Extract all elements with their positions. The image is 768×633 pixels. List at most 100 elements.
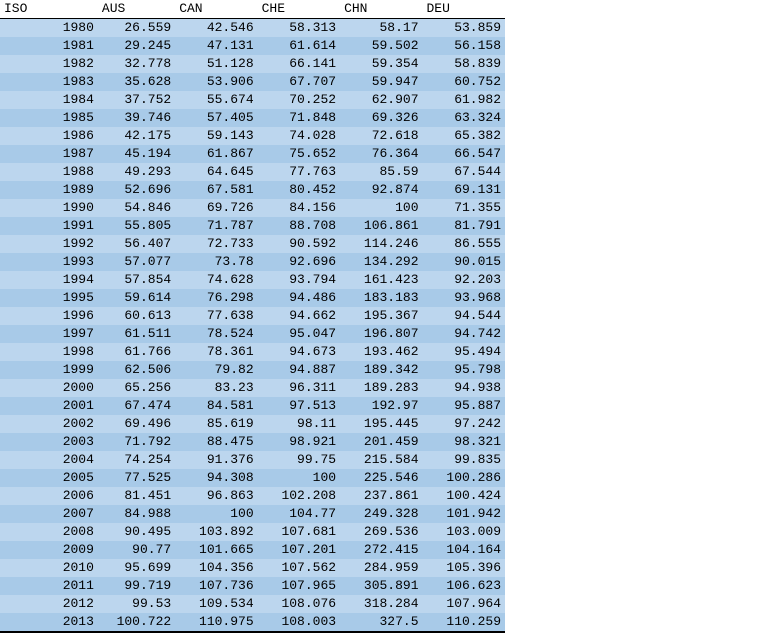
table-cell: 2007 <box>0 505 98 523</box>
table-cell: 80.452 <box>258 181 340 199</box>
table-cell: 88.475 <box>175 433 257 451</box>
table-cell: 2006 <box>0 487 98 505</box>
table-cell: 114.246 <box>340 235 422 253</box>
table-cell: 102.208 <box>258 487 340 505</box>
table-cell: 54.846 <box>98 199 175 217</box>
table-cell: 94.938 <box>423 379 506 397</box>
table-cell: 91.376 <box>175 451 257 469</box>
table-row: 200890.495103.892107.681269.536103.009 <box>0 523 505 541</box>
table-cell: 69.131 <box>423 181 506 199</box>
table-cell: 109.534 <box>175 595 257 613</box>
table-cell: 2008 <box>0 523 98 541</box>
table-row: 198539.74657.40571.84869.32663.324 <box>0 109 505 127</box>
table-cell: 94.308 <box>175 469 257 487</box>
table-row: 200269.49685.61998.11195.44597.242 <box>0 415 505 433</box>
table-cell: 65.256 <box>98 379 175 397</box>
table-row: 199357.07773.7892.696134.29290.015 <box>0 253 505 271</box>
table-cell: 95.887 <box>423 397 506 415</box>
table-cell: 189.342 <box>340 361 422 379</box>
table-cell: 72.618 <box>340 127 422 145</box>
table-cell: 90.77 <box>98 541 175 559</box>
table-cell: 69.326 <box>340 109 422 127</box>
table-cell: 60.613 <box>98 307 175 325</box>
table-cell: 57.405 <box>175 109 257 127</box>
table-row: 199054.84669.72684.15610071.355 <box>0 199 505 217</box>
table-cell: 95.699 <box>98 559 175 577</box>
table-cell: 269.536 <box>340 523 422 541</box>
table-cell: 55.805 <box>98 217 175 235</box>
table-cell: 195.367 <box>340 307 422 325</box>
table-cell: 65.382 <box>423 127 506 145</box>
table-cell: 95.047 <box>258 325 340 343</box>
table-cell: 72.733 <box>175 235 257 253</box>
table-cell: 67.707 <box>258 73 340 91</box>
table-cell: 59.143 <box>175 127 257 145</box>
table-cell: 67.474 <box>98 397 175 415</box>
table-cell: 66.547 <box>423 145 506 163</box>
table-row: 200577.52594.308100225.546100.286 <box>0 469 505 487</box>
table-cell: 2000 <box>0 379 98 397</box>
table-cell: 134.292 <box>340 253 422 271</box>
table-cell: 305.891 <box>340 577 422 595</box>
table-row: 2013100.722110.975108.003327.5110.259 <box>0 613 505 632</box>
table-cell: 37.752 <box>98 91 175 109</box>
table-cell: 107.681 <box>258 523 340 541</box>
table-cell: 86.555 <box>423 235 506 253</box>
table-cell: 1990 <box>0 199 98 217</box>
table-cell: 1999 <box>0 361 98 379</box>
col-header: CHN <box>340 0 422 19</box>
table-cell: 1986 <box>0 127 98 145</box>
table-row: 198642.17559.14374.02872.61865.382 <box>0 127 505 145</box>
table-row: 200784.988100104.77249.328101.942 <box>0 505 505 523</box>
table-cell: 100 <box>340 199 422 217</box>
table-cell: 97.242 <box>423 415 506 433</box>
table-cell: 1989 <box>0 181 98 199</box>
table-cell: 249.328 <box>340 505 422 523</box>
table-cell: 107.965 <box>258 577 340 595</box>
data-table: ISO AUS CAN CHE CHN DEU 198026.55942.546… <box>0 0 505 633</box>
table-cell: 57.854 <box>98 271 175 289</box>
table-cell: 2003 <box>0 433 98 451</box>
header-row: ISO AUS CAN CHE CHN DEU <box>0 0 505 19</box>
table-cell: 75.652 <box>258 145 340 163</box>
table-cell: 1992 <box>0 235 98 253</box>
table-cell: 201.459 <box>340 433 422 451</box>
table-cell: 2012 <box>0 595 98 613</box>
table-cell: 77.638 <box>175 307 257 325</box>
table-cell: 71.787 <box>175 217 257 235</box>
table-cell: 53.859 <box>423 19 506 38</box>
table-cell: 1996 <box>0 307 98 325</box>
table-row: 201095.699104.356107.562284.959105.396 <box>0 559 505 577</box>
table-cell: 26.559 <box>98 19 175 38</box>
table-row: 200371.79288.47598.921201.45998.321 <box>0 433 505 451</box>
table-cell: 1993 <box>0 253 98 271</box>
table-cell: 70.252 <box>258 91 340 109</box>
table-cell: 94.887 <box>258 361 340 379</box>
table-row: 200474.25491.37699.75215.58499.835 <box>0 451 505 469</box>
table-cell: 90.592 <box>258 235 340 253</box>
table-cell: 98.921 <box>258 433 340 451</box>
table-cell: 195.445 <box>340 415 422 433</box>
table-cell: 90.015 <box>423 253 506 271</box>
table-cell: 79.82 <box>175 361 257 379</box>
table-row: 198026.55942.54658.31358.1753.859 <box>0 19 505 38</box>
table-cell: 101.665 <box>175 541 257 559</box>
table-cell: 95.798 <box>423 361 506 379</box>
table-cell: 59.502 <box>340 37 422 55</box>
table-cell: 56.158 <box>423 37 506 55</box>
table-cell: 32.778 <box>98 55 175 73</box>
table-cell: 61.982 <box>423 91 506 109</box>
table-cell: 99.835 <box>423 451 506 469</box>
table-cell: 59.614 <box>98 289 175 307</box>
table-cell: 96.311 <box>258 379 340 397</box>
table-cell: 64.645 <box>175 163 257 181</box>
table-cell: 237.861 <box>340 487 422 505</box>
table-cell: 99.53 <box>98 595 175 613</box>
table-cell: 66.141 <box>258 55 340 73</box>
col-header: ISO <box>0 0 98 19</box>
table-row: 198849.29364.64577.76385.5967.544 <box>0 163 505 181</box>
table-cell: 103.892 <box>175 523 257 541</box>
table-cell: 95.494 <box>423 343 506 361</box>
table-cell: 193.462 <box>340 343 422 361</box>
table-cell: 78.524 <box>175 325 257 343</box>
